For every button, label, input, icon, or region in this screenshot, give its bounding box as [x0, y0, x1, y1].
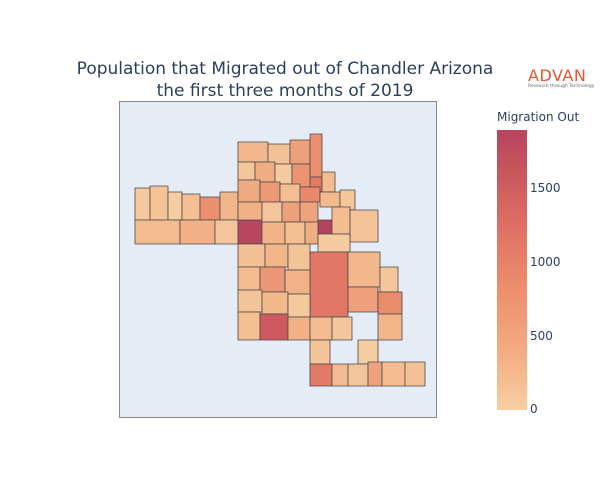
tract[interactable] [281, 201, 301, 223]
tract[interactable] [287, 293, 311, 318]
tract[interactable] [317, 233, 351, 253]
tract[interactable] [287, 243, 311, 271]
choropleth-map[interactable] [120, 102, 438, 419]
colorbar-gradient [497, 130, 527, 410]
tract[interactable] [237, 266, 261, 291]
tract[interactable] [347, 363, 369, 387]
tract[interactable] [149, 185, 169, 221]
tract[interactable] [264, 243, 289, 268]
tract[interactable] [237, 161, 256, 181]
chart-title-line-2: the first three months of 2019 [156, 81, 414, 101]
chart-title-line-1: Population that Migrated out of Chandler… [76, 59, 494, 79]
tract[interactable] [261, 201, 283, 223]
tract[interactable] [347, 251, 381, 288]
tract[interactable] [309, 363, 333, 387]
tract[interactable] [219, 191, 239, 221]
tract[interactable] [237, 311, 261, 341]
tract[interactable] [379, 266, 399, 293]
tract[interactable] [331, 316, 353, 341]
tract[interactable] [199, 196, 221, 221]
colorbar-title: Migration Out [497, 110, 580, 124]
tract[interactable] [289, 139, 311, 165]
tract[interactable] [357, 339, 379, 365]
tract[interactable] [381, 361, 406, 387]
tract[interactable] [331, 363, 349, 387]
tract[interactable] [349, 209, 379, 243]
tract[interactable] [134, 187, 151, 221]
tract[interactable] [237, 243, 266, 268]
colorbar-tick: 0 [530, 402, 538, 416]
tract[interactable] [309, 339, 331, 365]
chart-title: Population that Migrated out of Chandler… [40, 58, 530, 102]
tract[interactable] [279, 183, 301, 203]
tract[interactable] [299, 201, 319, 223]
tract[interactable] [254, 161, 276, 183]
logo-tagline: Research through Technology [528, 84, 595, 89]
colorbar-tick: 1500 [530, 181, 561, 195]
advan-logo: ADVAN Research through Technology [528, 66, 598, 89]
tract[interactable] [261, 221, 286, 245]
tract[interactable] [261, 291, 289, 315]
tract[interactable] [237, 141, 269, 163]
tract[interactable] [347, 286, 379, 313]
tract[interactable] [309, 133, 323, 178]
tract[interactable] [319, 191, 341, 208]
tract[interactable] [267, 143, 291, 165]
tract[interactable] [284, 269, 311, 295]
tract[interactable] [214, 219, 239, 245]
tract[interactable] [237, 201, 263, 221]
tract[interactable] [299, 186, 321, 203]
tract[interactable] [309, 251, 349, 318]
tract[interactable] [134, 219, 181, 245]
tract[interactable] [259, 181, 281, 203]
tract[interactable] [237, 289, 263, 313]
tract[interactable] [404, 361, 426, 387]
tract[interactable] [179, 219, 216, 245]
tract[interactable] [237, 219, 263, 245]
tract[interactable] [317, 219, 333, 235]
map-plot-area[interactable] [119, 101, 437, 418]
tract[interactable] [309, 316, 333, 341]
tract[interactable] [274, 163, 293, 185]
tract[interactable] [287, 316, 311, 341]
tract[interactable] [237, 179, 261, 203]
tract[interactable] [259, 313, 289, 341]
logo-brand-text: ADVAN [528, 66, 587, 85]
colorbar-tick: 500 [530, 329, 553, 343]
tract[interactable] [291, 163, 311, 188]
tract[interactable] [377, 313, 403, 341]
tract[interactable] [181, 193, 201, 221]
tract[interactable] [259, 266, 286, 293]
tract[interactable] [367, 361, 383, 387]
colorbar-tick: 1000 [530, 255, 561, 269]
tract[interactable] [304, 221, 319, 245]
tract[interactable] [331, 206, 351, 235]
tract[interactable] [167, 191, 183, 221]
tract[interactable] [321, 171, 336, 193]
tract[interactable] [377, 291, 403, 315]
tract[interactable] [284, 221, 306, 245]
